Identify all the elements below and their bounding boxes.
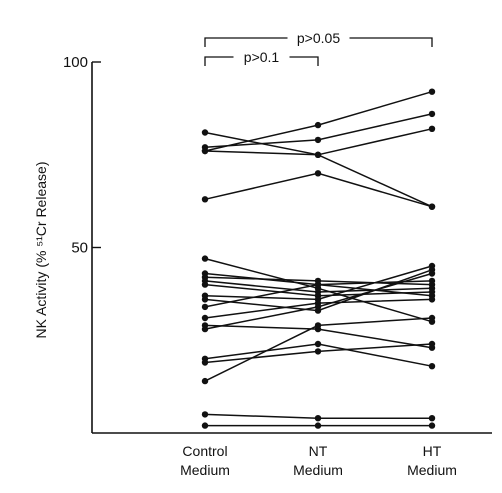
series-points [201,88,436,429]
data-point-16-2 [428,363,436,370]
category-label-1-line2: Medium [293,462,343,478]
data-point-18-2 [428,314,436,322]
data-point-2-1 [314,136,322,144]
data-point-4-0 [201,196,209,203]
data-point-19-2 [428,415,436,422]
category-label-2-line2: Medium [407,462,457,478]
data-point-19-0 [201,411,209,418]
significance-brackets: p>0.1 p>0.05 [204,30,433,66]
y-axis-label: NK Activity (% ⁵¹Cr Release) [33,162,49,339]
data-point-13-2 [428,296,436,303]
data-point-5-0 [201,255,209,262]
significance-bracket-0 [204,56,319,66]
data-point-3-0 [201,147,209,155]
data-point-3-2 [428,125,436,132]
category-label-1-line1: NT [309,443,328,459]
data-point-11-0 [201,296,209,303]
data-point-2-2 [428,110,436,118]
data-point-15-2 [428,270,436,277]
y-ticks: 50 100 [63,54,101,257]
data-point-20-2 [428,422,436,429]
category-label-2-line1: HT [423,443,442,459]
data-point-1-2 [428,88,436,95]
data-point-12-1 [314,281,322,288]
data-point-17-1 [314,348,322,355]
data-point-15-1 [314,303,322,311]
y-tick-label-100: 100 [63,54,88,71]
data-point-19-1 [314,415,322,422]
data-point-1-1 [314,121,322,129]
category-label-0-line1: Control [182,443,227,459]
data-point-0-0 [201,129,209,136]
data-point-4-1 [314,170,322,177]
significance-bracket-1 [204,37,433,47]
data-point-3-1 [314,151,322,158]
series-line-4 [204,172,433,208]
data-point-20-1 [314,422,322,429]
y-tick-label-50: 50 [71,240,88,257]
data-point-13-0 [201,314,209,322]
data-point-15-0 [201,325,209,333]
axes [91,62,492,434]
data-point-17-0 [201,359,209,366]
data-point-16-1 [314,340,322,348]
data-point-18-1 [314,322,322,329]
data-point-17-2 [428,340,436,348]
data-point-18-0 [201,377,209,385]
significance-label-0: p>0.1 [244,49,280,65]
series-line-16 [204,343,433,367]
significance-label-1: p>0.05 [297,30,340,46]
data-point-20-0 [201,422,209,429]
category-label-0-line2: Medium [180,462,230,478]
data-point-9-0 [201,281,209,288]
data-point-12-0 [201,303,209,311]
x-category-labels: Control Medium NT Medium HT Medium [180,443,457,478]
data-point-4-2 [428,203,436,210]
